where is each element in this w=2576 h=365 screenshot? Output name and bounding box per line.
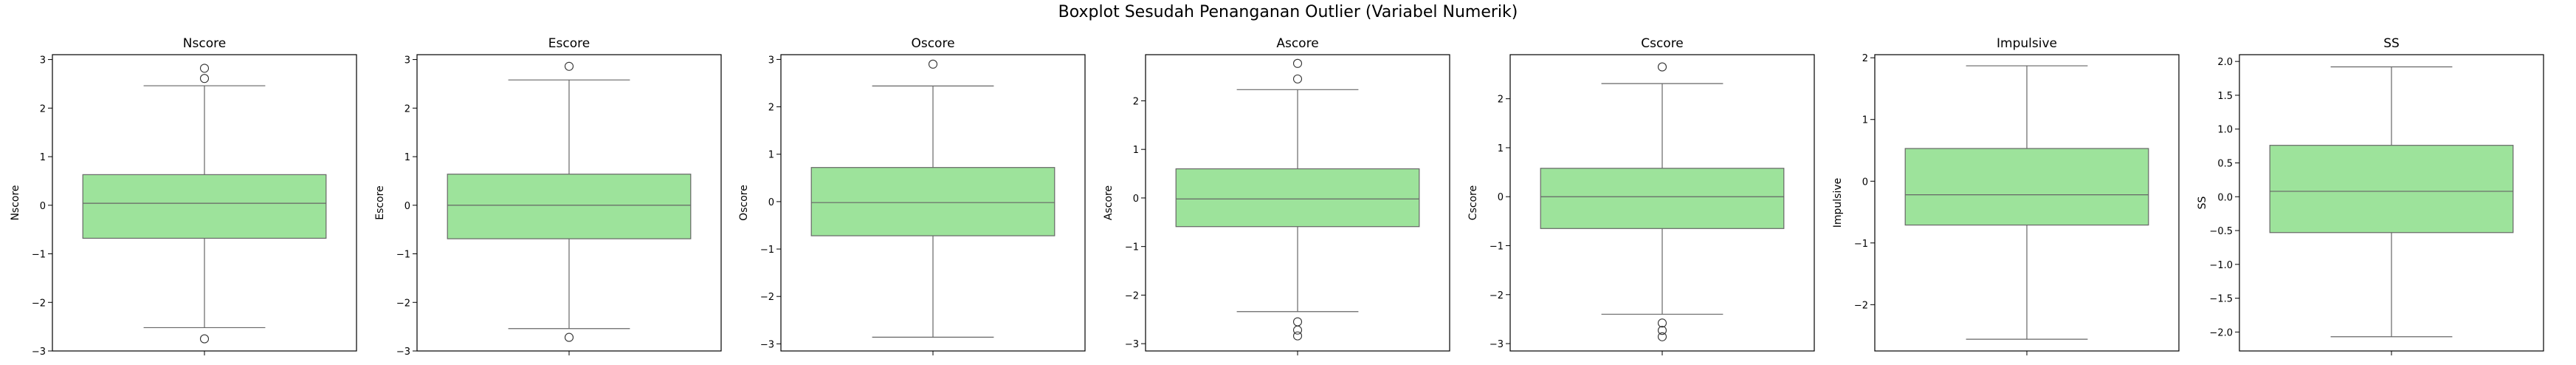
axes-frame [416,54,722,352]
y-tick-label: −1 [396,250,410,261]
axes-frame [1509,54,1815,352]
y-tick-label: 1 [1862,115,1868,126]
y-tick-label: −3 [32,347,46,358]
subplot-ascore: Ascore Ascore −3 −2 −1 0 1 2 [1103,36,1450,355]
y-tick-label: 3 [404,55,410,66]
y-tick-label: 1 [40,152,46,163]
subplot-title: Impulsive [1997,36,2057,51]
iqr-box [2269,145,2514,233]
y-tick-label: 0 [40,201,46,212]
y-tick-label: 2 [1862,53,1868,64]
outlier-point [564,332,574,342]
outlier-point [1292,74,1303,83]
y-tick-label: 1.0 [2217,125,2233,136]
subplot-oscore: Oscore Oscore −3 −2 −1 0 1 2 3 [738,36,1086,355]
y-tick-label: 2 [768,103,774,114]
y-tick-label: −2.0 [2209,327,2233,338]
outlier-point [928,59,938,69]
outlier-point [1657,332,1667,341]
iqr-box [82,174,327,239]
y-tick-label: 0 [404,201,410,212]
y-tick-label: 0 [768,197,774,208]
y-axis-label: Nscore [10,185,21,220]
outlier-point [564,61,574,71]
subplot-cscore: Cscore Cscore −3 −2 −1 0 1 2 [1467,36,1815,355]
outlier-point [1292,317,1303,327]
y-tick-label: −1 [32,250,46,261]
y-tick-label: 0 [1498,192,1504,203]
subplot-title: Ascore [1276,36,1318,51]
subplot-escore: Escore Escore −3 −2 −1 0 1 2 3 [374,36,722,358]
y-tick-label: −1 [1125,242,1139,253]
y-tick-label: −3 [1490,339,1504,350]
y-tick-label: 1 [768,150,774,161]
y-tick-label: 2 [40,103,46,115]
iqr-box [1540,168,1785,229]
iqr-box [1904,148,2149,226]
axes-frame [1874,54,2180,352]
y-axis-label: Escore [374,185,386,219]
outlier-point [199,64,210,73]
outlier-point [199,74,210,83]
y-tick-label: 0.0 [2217,192,2233,203]
subplot-title: Escore [548,36,590,51]
y-axis-label: Oscore [738,185,750,221]
subplot-nscore: Nscore Nscore −3 −2 −1 0 1 2 3 [10,36,357,358]
y-tick-label: −1.5 [2209,294,2233,305]
y-tick-label: −3 [396,347,410,358]
y-tick-label: −1 [760,245,774,256]
subplot-impulsive: Impulsive Impulsive −2 −1 0 1 2 [1832,36,2180,355]
axes-frame [52,54,357,352]
y-tick-label: −3 [760,339,774,350]
y-tick-label: 0.5 [2217,158,2233,169]
y-tick-label: −0.5 [2209,226,2233,237]
outlier-point [1292,325,1303,335]
outlier-point [199,334,210,344]
y-tick-label: −2 [1490,290,1504,301]
axes-frame [780,54,1086,352]
y-tick-label: −2 [1125,290,1139,301]
y-tick-label: 1 [404,152,410,163]
iqr-box [447,174,692,239]
axes-frame [1145,54,1450,352]
y-tick-label: −1 [1490,241,1504,252]
y-tick-label: −2 [32,298,46,309]
y-axis-label: Cscore [1467,185,1479,220]
subplot-title: Cscore [1641,36,1684,51]
y-tick-label: −3 [1125,339,1139,350]
y-axis-label: Ascore [1103,185,1115,220]
y-axis-label: SS [2197,197,2208,210]
outlier-point [1292,58,1303,68]
subplot-title: Nscore [183,36,226,51]
y-tick-label: −2 [760,292,774,303]
y-tick-label: −1.0 [2209,260,2233,271]
axes-frame [2239,54,2544,352]
y-tick-label: −2 [396,298,410,309]
outlier-point [1292,331,1303,341]
subplot-ss: SS SS −2.0 −1.5 −1.0 −0.5 0.0 0.5 1.0 1.5 2.0 [2197,36,2544,355]
outlier-point [1657,62,1667,72]
y-tick-label: −1 [1854,239,1868,250]
subplot-title: Oscore [911,36,954,51]
subplot-title: SS [2383,36,2400,51]
y-tick-label: −2 [1854,300,1868,311]
y-tick-label: 2 [1133,96,1139,107]
y-tick-label: 1 [1133,145,1139,156]
iqr-box [1175,168,1420,228]
y-tick-label: 2.0 [2217,57,2233,68]
y-axis-label: Impulsive [1832,178,1844,228]
y-tick-label: 0 [1862,177,1868,188]
outlier-point [1657,318,1667,328]
y-tick-label: 1.5 [2217,91,2233,102]
y-tick-label: 0 [1133,194,1139,205]
iqr-box [810,167,1055,236]
y-tick-label: 2 [1498,95,1504,106]
y-tick-label: 3 [768,55,774,66]
outlier-point [1657,326,1667,335]
y-tick-label: 1 [1498,143,1504,154]
y-tick-label: 2 [404,103,410,115]
y-tick-label: 3 [40,55,46,66]
figure-title: Boxplot Sesudah Penanganan Outlier (Vari… [1058,3,1518,21]
